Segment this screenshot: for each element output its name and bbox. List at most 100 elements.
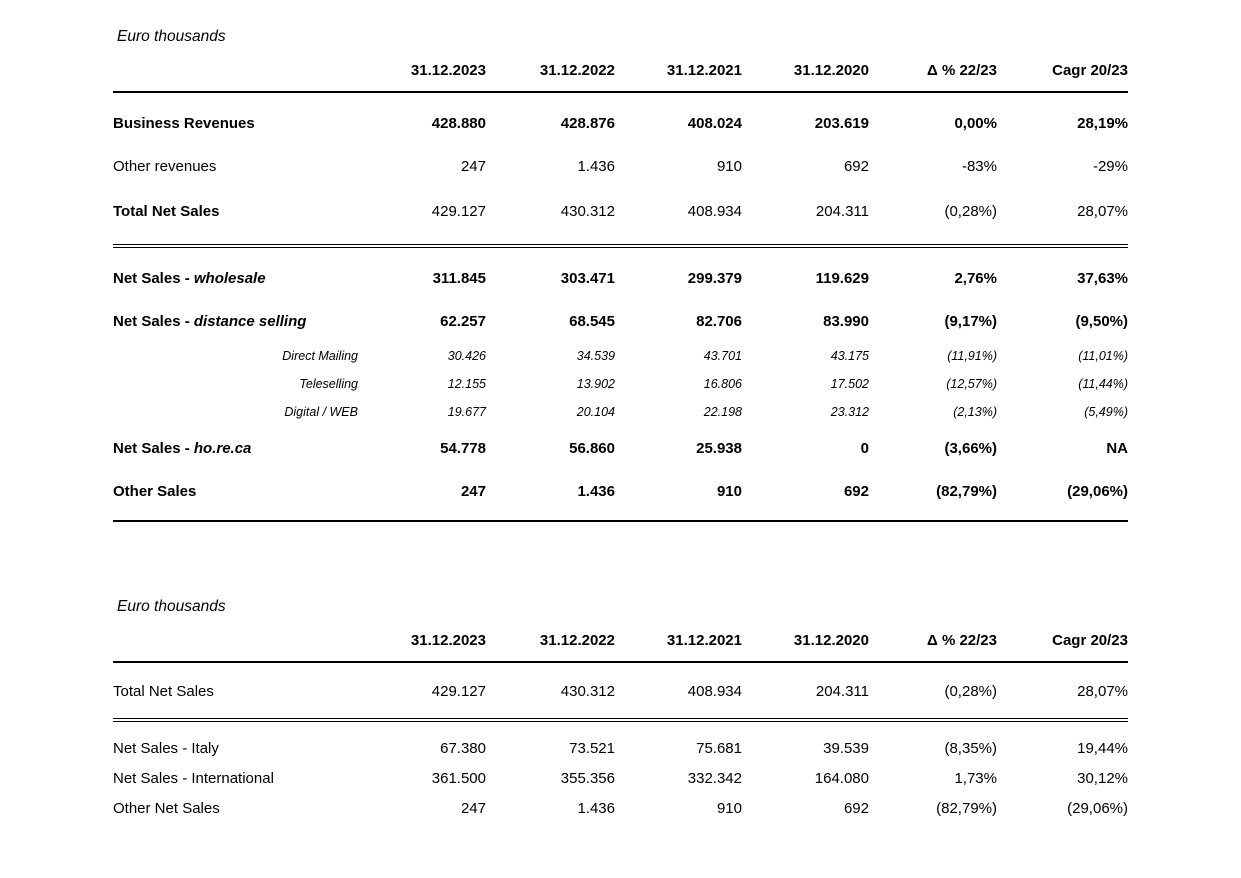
cell-value: 30,12%	[1077, 770, 1128, 787]
row-label: Other Sales	[113, 469, 380, 522]
cell-value: 68.545	[569, 313, 615, 330]
table-row-other-revenues: Other revenues 247 1.436 910 692 -83% -2…	[113, 144, 1128, 187]
cell-value: (5,49%)	[1084, 405, 1128, 419]
table-row-net-sales-horeca: Net Sales - ho.re.ca 54.778 56.860 25.93…	[113, 426, 1128, 469]
row-label-italic: ho.re.ca	[193, 440, 252, 457]
cell-value: 82.706	[696, 313, 742, 330]
cell-value: 910	[615, 469, 742, 522]
row-label-italic: Direct Mailing	[282, 349, 358, 363]
cell-value: (11,01%)	[1078, 349, 1128, 363]
header-spacer	[113, 632, 380, 663]
cell-value: 34.539	[576, 349, 615, 363]
cell-value: 62.257	[440, 313, 486, 330]
cell-value: (12,57%)	[946, 377, 997, 391]
cell-value: -29%	[1092, 158, 1128, 175]
cell-value: 119.629	[815, 270, 869, 287]
cell-value: (0,28%)	[869, 662, 997, 722]
column-header-2020: 31.12.2020	[742, 62, 869, 93]
row-label-text: Other Sales	[113, 483, 197, 500]
cell-value: 19,44%	[1077, 740, 1128, 757]
cell-value: 73.521	[569, 740, 615, 757]
header-spacer	[113, 62, 380, 93]
unit-label-table2: Euro thousands	[117, 598, 226, 615]
table-row-total-net-sales: Total Net Sales 429.127 430.312 408.934 …	[113, 662, 1128, 722]
row-label: Other revenues	[113, 144, 380, 187]
cell-value: 299.379	[687, 270, 742, 287]
cell-value: 428.880	[431, 115, 486, 132]
row-label: Teleselling	[113, 370, 380, 398]
cell-value: 247	[380, 469, 486, 522]
table-row-total-net-sales: Total Net Sales 429.127 430.312 408.934 …	[113, 187, 1128, 248]
cell-value: 25.938	[696, 440, 742, 457]
net-sales-geography-table: 31.12.2023 31.12.2022 31.12.2021 31.12.2…	[113, 632, 1128, 827]
cell-value: 83.990	[823, 313, 869, 330]
cell-value: (29,06%)	[1067, 800, 1128, 817]
row-label: Net Sales - Italy	[113, 740, 219, 757]
row-label: Total Net Sales	[113, 662, 380, 722]
row-label: Net Sales - International	[113, 770, 274, 787]
cell-value: 430.312	[486, 662, 615, 722]
cell-value: (29,06%)	[997, 469, 1128, 522]
cell-value: 39.539	[823, 740, 869, 757]
column-header-2020: 31.12.2020	[742, 632, 869, 663]
cell-value: 204.311	[742, 187, 869, 248]
cell-value: 30.426	[447, 349, 486, 363]
cell-value: 37,63%	[1077, 270, 1128, 287]
cell-value: (3,66%)	[944, 440, 997, 457]
cell-value: 0	[860, 440, 869, 457]
row-label: Net Sales - distance selling	[113, 299, 380, 342]
row-label-text: Net Sales -	[113, 270, 194, 287]
cell-value: (11,91%)	[947, 349, 997, 363]
cell-value: 43.701	[703, 349, 742, 363]
table-row-business-revenues: Business Revenues 428.880 428.876 408.02…	[113, 92, 1128, 144]
row-label: Digital / WEB	[113, 398, 380, 426]
cell-value: 203.619	[814, 115, 869, 132]
column-header-delta: Δ % 22/23	[869, 62, 997, 93]
cell-value: 247	[460, 158, 486, 175]
cell-value: 692	[742, 469, 869, 522]
cell-value: 408.934	[615, 187, 742, 248]
cell-value: 164.080	[814, 770, 869, 787]
table-row-other-sales: Other Sales 247 1.436 910 692 (82,79%) (…	[113, 469, 1128, 522]
cell-value: (9,17%)	[944, 313, 997, 330]
row-label: Other Net Sales	[113, 800, 220, 817]
cell-value: (9,50%)	[1075, 313, 1128, 330]
cell-value: 28,07%	[997, 662, 1128, 722]
cell-value: 910	[716, 158, 742, 175]
cell-value: 247	[460, 800, 486, 817]
cell-value: 54.778	[440, 440, 486, 457]
table-row-net-sales-distance-selling: Net Sales - distance selling 62.257 68.5…	[113, 299, 1128, 342]
table-row-digital-web: Digital / WEB 19.677 20.104 22.198 23.31…	[113, 398, 1128, 426]
revenues-table: 31.12.2023 31.12.2022 31.12.2021 31.12.2…	[113, 62, 1128, 522]
row-label-text: Other revenues	[113, 158, 217, 175]
row-label-text: Net Sales -	[113, 440, 194, 457]
cell-value: (11,44%)	[1078, 377, 1128, 391]
table-row-net-sales-wholesale: Net Sales - wholesale 311.845 303.471 29…	[113, 246, 1128, 299]
cell-value: 332.342	[687, 770, 742, 787]
unit-label-table1: Euro thousands	[117, 28, 226, 45]
table-row-direct-mailing: Direct Mailing 30.426 34.539 43.701 43.1…	[113, 342, 1128, 370]
cell-value: -83%	[961, 158, 997, 175]
cell-value: 429.127	[380, 187, 486, 248]
table-header-row: 31.12.2023 31.12.2022 31.12.2021 31.12.2…	[113, 632, 1128, 663]
column-header-cagr: Cagr 20/23	[997, 632, 1128, 663]
cell-value: (8,35%)	[944, 740, 997, 757]
cell-value: (0,28%)	[869, 187, 997, 248]
cell-value: 311.845	[432, 270, 486, 287]
cell-value: (82,79%)	[869, 469, 997, 522]
cell-value: 428.876	[560, 115, 615, 132]
table-row-teleselling: Teleselling 12.155 13.902 16.806 17.502 …	[113, 370, 1128, 398]
cell-value: 355.356	[560, 770, 615, 787]
cell-value: 204.311	[742, 662, 869, 722]
cell-value: 43.175	[830, 349, 869, 363]
cell-value: 0,00%	[954, 115, 997, 132]
cell-value: 16.806	[703, 377, 742, 391]
cell-value: 75.681	[696, 740, 742, 757]
cell-value: 692	[843, 800, 869, 817]
table-header-row: 31.12.2023 31.12.2022 31.12.2021 31.12.2…	[113, 62, 1128, 93]
column-header-2021: 31.12.2021	[615, 632, 742, 663]
row-label: Total Net Sales	[113, 187, 380, 248]
cell-value: (2,13%)	[953, 405, 997, 419]
column-header-2022: 31.12.2022	[486, 62, 615, 93]
